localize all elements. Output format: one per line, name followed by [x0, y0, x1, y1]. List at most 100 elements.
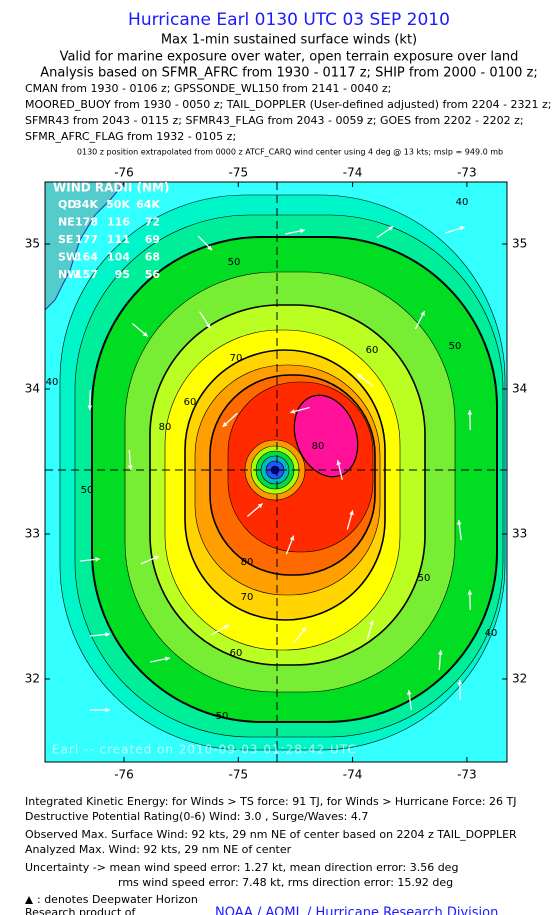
arrow-head [457, 680, 463, 685]
arrow-head [128, 465, 133, 470]
radii-cell: 104 [107, 251, 130, 264]
header-line: Analysis based on SFMR_AFRC from 1930 - … [40, 66, 538, 81]
x-tick-label: -74 [343, 166, 363, 180]
radii-cell: NE [58, 216, 75, 229]
arrow-head [87, 405, 93, 410]
arrow-head [420, 311, 425, 317]
footer-line: Observed Max. Surface Wind: 92 kts, 29 n… [25, 828, 517, 841]
header-note: 0130 z position extrapolated from 0000 z… [77, 148, 503, 157]
contour-label: 50 [228, 257, 241, 268]
radii-cell: 178 [75, 216, 98, 229]
contour-label: 60 [366, 345, 379, 356]
wind-field [45, 182, 507, 762]
map-frame [44, 181, 508, 763]
y-tick-label: 33 [25, 527, 40, 541]
footer-line: Uncertainty -> mean wind speed error: 1.… [25, 861, 458, 874]
x-tick-label: -76 [114, 166, 134, 180]
x-tick-label: -74 [343, 768, 363, 782]
y-tick-label: 35 [25, 237, 40, 251]
contour-label: 50 [449, 341, 462, 352]
footer-line: Destructive Potential Rating(0-6) Wind: … [25, 810, 368, 823]
contour-label: 70 [241, 592, 254, 603]
arrow-head [142, 331, 148, 337]
arrow-head [369, 620, 374, 626]
radii-cell: 72 [145, 216, 160, 229]
y-tick-label: 33 [512, 527, 527, 541]
radii-cell: 116 [107, 216, 130, 229]
contour-label: 40 [485, 628, 498, 639]
contour-label: 50 [418, 573, 431, 584]
radii-cell: SW [58, 251, 78, 264]
arrow-head [290, 409, 296, 414]
arrow-head [459, 226, 465, 231]
arrow-head [105, 707, 110, 713]
contour-label: 50 [81, 485, 94, 496]
arrow-head [467, 410, 473, 415]
arrow-head [456, 520, 462, 525]
contour-label: 80 [159, 422, 172, 433]
contour-label: 80 [241, 557, 254, 568]
contour-label: 60 [184, 397, 197, 408]
radii-cell: 50K [106, 198, 130, 211]
radii-cell: 157 [75, 268, 98, 281]
arrow-head [301, 627, 307, 633]
title: Hurricane Earl 0130 UTC 03 SEP 2010 [128, 10, 450, 30]
footer-line: Integrated Kinetic Energy: for Winds > T… [25, 795, 517, 808]
radii-cell: 177 [75, 233, 98, 246]
arrow-head [300, 228, 305, 234]
arrow-head [222, 422, 228, 427]
header-line: MOORED_BUOY from 1930 - 0050 z; TAIL_DOP… [25, 98, 552, 111]
radii-cell: QD [58, 198, 76, 211]
radii-cell: 69 [145, 233, 160, 246]
x-tick-label: -73 [457, 768, 477, 782]
radii-cell: 164 [75, 251, 98, 264]
x-tick-label: -75 [228, 768, 248, 782]
radii-cell: 111 [107, 233, 130, 246]
arrow-head [95, 557, 100, 562]
arrow-head [257, 503, 263, 509]
arrow-head [467, 590, 473, 595]
arrow-head [349, 510, 354, 516]
credit: NOAA / AOML / Hurricane Research Divisio… [215, 906, 498, 915]
footer-line: Research product of [25, 906, 136, 915]
wind-arrows [79, 225, 473, 713]
y-tick-label: 32 [512, 672, 527, 686]
header-line: CMAN from 1930 - 0106 z; GPSSONDE_WL150 … [25, 82, 391, 95]
arrow-head [206, 323, 211, 329]
radii-title: WIND RADII (NM) [53, 181, 169, 195]
header-line: SFMR43 from 2043 - 0115 z; SFMR43_FLAG f… [25, 114, 524, 127]
contour-label: 40 [46, 377, 59, 388]
contour-label: 40 [456, 197, 469, 208]
header-line: Valid for marine exposure over water, op… [60, 50, 519, 65]
footer-line: : denotes Deepwater Horizon [37, 893, 198, 906]
x-tick-label: -75 [228, 166, 248, 180]
arrow-head [154, 555, 160, 561]
arrow-head [438, 650, 443, 655]
header-line: SFMR_AFRC_FLAG from 1932 - 0105 z; [25, 130, 236, 143]
arrow-head [388, 226, 394, 231]
rig-icon [25, 896, 33, 904]
y-tick-label: 34 [512, 382, 527, 396]
arrow-head [223, 625, 229, 630]
y-tick-label: 32 [25, 672, 40, 686]
arrow-head [165, 656, 170, 662]
contour-label: 80 [312, 441, 325, 452]
contour-label: 50 [216, 711, 229, 722]
radii-cell: 34K [74, 198, 98, 211]
arrow-head [406, 690, 412, 695]
arrow-head [289, 535, 295, 541]
watermark: Earl -- created on 2010-09-03 01:28:42 U… [52, 743, 357, 757]
radii-cell: 68 [145, 251, 160, 264]
y-tick-label: 34 [25, 382, 40, 396]
x-tick-label: -76 [114, 768, 134, 782]
contour-label: 70 [230, 353, 243, 364]
arrow-head [356, 374, 362, 379]
contour-label: 60 [230, 648, 243, 659]
radii-cell: 64K [136, 198, 160, 211]
arrow-head [105, 632, 110, 637]
header-line: Max 1-min sustained surface winds (kt) [161, 33, 417, 48]
radii-cell: NW [58, 268, 79, 281]
arrow-head [207, 245, 212, 251]
